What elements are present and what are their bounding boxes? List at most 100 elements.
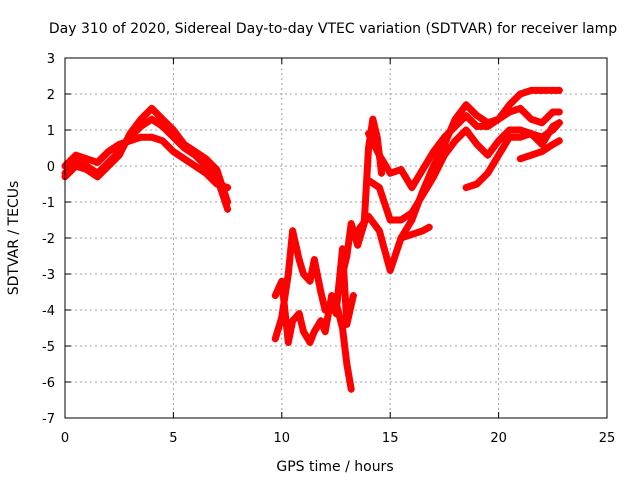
y-tick-label: -4: [42, 304, 55, 319]
data-point-marker: [440, 151, 448, 159]
data-series: [61, 86, 563, 393]
data-point-marker: [191, 148, 199, 156]
data-point-marker: [555, 86, 563, 94]
data-point-marker: [462, 184, 470, 192]
data-point-marker: [289, 227, 297, 235]
data-point-marker: [516, 155, 524, 163]
data-point-marker: [332, 310, 340, 318]
data-point-marker: [306, 338, 314, 346]
data-point-marker: [373, 133, 381, 141]
data-point-marker: [284, 338, 292, 346]
data-point-marker: [148, 115, 156, 123]
data-point-marker: [169, 126, 177, 134]
data-point-marker: [527, 130, 535, 138]
data-point-marker: [408, 230, 416, 238]
data-point-marker: [408, 216, 416, 224]
x-tick-label: 0: [61, 431, 69, 446]
data-point-marker: [375, 151, 383, 159]
data-point-marker: [462, 101, 470, 109]
data-point-marker: [321, 328, 329, 336]
data-point-marker: [115, 140, 123, 148]
data-point-marker: [137, 115, 145, 123]
data-point-marker: [347, 220, 355, 228]
data-point-marker: [354, 241, 362, 249]
y-tick-label: 2: [47, 88, 55, 103]
data-point-marker: [278, 277, 286, 285]
data-point-marker: [72, 162, 80, 170]
data-point-marker: [549, 86, 557, 94]
data-point-marker: [339, 270, 347, 278]
data-point-marker: [555, 119, 563, 127]
data-point-marker: [538, 119, 546, 127]
data-point-marker: [306, 277, 314, 285]
data-point-marker: [339, 324, 347, 332]
data-point-marker: [224, 184, 232, 192]
series-afternoon-track-b: [365, 104, 563, 192]
data-point-marker: [159, 137, 167, 145]
x-tick-label: 20: [490, 431, 507, 446]
plot-frame: [64, 57, 608, 419]
data-point-marker: [549, 126, 557, 134]
data-point-marker: [169, 148, 177, 156]
data-point-marker: [104, 162, 112, 170]
data-point-marker: [83, 166, 91, 174]
data-point-marker: [375, 184, 383, 192]
data-point-marker: [202, 169, 210, 177]
data-point-marker: [430, 173, 438, 181]
data-point-marker: [343, 320, 351, 328]
data-point-marker: [516, 133, 524, 141]
data-point-marker: [213, 166, 221, 174]
data-point-marker: [148, 104, 156, 112]
data-point-marker: [538, 133, 546, 141]
data-point-marker: [527, 115, 535, 123]
data-point-marker: [126, 137, 134, 145]
data-point-marker: [505, 133, 513, 141]
data-point-marker: [527, 151, 535, 159]
series-band: [61, 115, 232, 213]
series-evening-track-b: [516, 137, 563, 163]
data-point-marker: [555, 137, 563, 145]
y-tick-label: 1: [47, 124, 55, 139]
data-point-marker: [343, 360, 351, 368]
y-tick-label: -1: [42, 196, 55, 211]
series-afternoon-track-d: [397, 223, 433, 242]
data-point-marker: [299, 328, 307, 336]
data-point-marker: [386, 216, 394, 224]
data-point-marker: [484, 169, 492, 177]
data-point-marker: [72, 151, 80, 159]
data-point-marker: [473, 140, 481, 148]
data-point-marker: [538, 86, 546, 94]
data-point-marker: [317, 317, 325, 325]
data-point-marker: [94, 173, 102, 181]
x-tick-label: 15: [382, 431, 399, 446]
data-point-marker: [419, 227, 427, 235]
data-point-marker: [419, 166, 427, 174]
data-point-marker: [299, 270, 307, 278]
data-point-marker: [191, 162, 199, 170]
x-tick-label: 5: [169, 431, 177, 446]
data-point-marker: [408, 209, 416, 217]
data-point-marker: [425, 223, 433, 231]
data-point-marker: [495, 151, 503, 159]
y-tick-label: 3: [47, 52, 55, 67]
data-point-marker: [495, 115, 503, 123]
data-point-marker: [419, 191, 427, 199]
data-point-marker: [473, 180, 481, 188]
y-tick-label: -7: [42, 412, 55, 427]
data-point-marker: [408, 184, 416, 192]
data-point-marker: [224, 205, 232, 213]
data-point-marker: [473, 112, 481, 120]
data-point-marker: [365, 212, 373, 220]
data-point-marker: [224, 198, 232, 206]
series-band: [397, 223, 433, 242]
data-point-marker: [104, 148, 112, 156]
data-point-marker: [505, 126, 513, 134]
data-point-marker: [555, 108, 563, 116]
x-axis-label: GPS time / hours: [276, 459, 393, 475]
x-tick-label: 25: [599, 431, 616, 446]
data-point-marker: [328, 292, 336, 300]
data-point-marker: [451, 137, 459, 145]
y-tick-label: -2: [42, 232, 55, 247]
series-band: [61, 104, 232, 206]
data-point-marker: [440, 133, 448, 141]
